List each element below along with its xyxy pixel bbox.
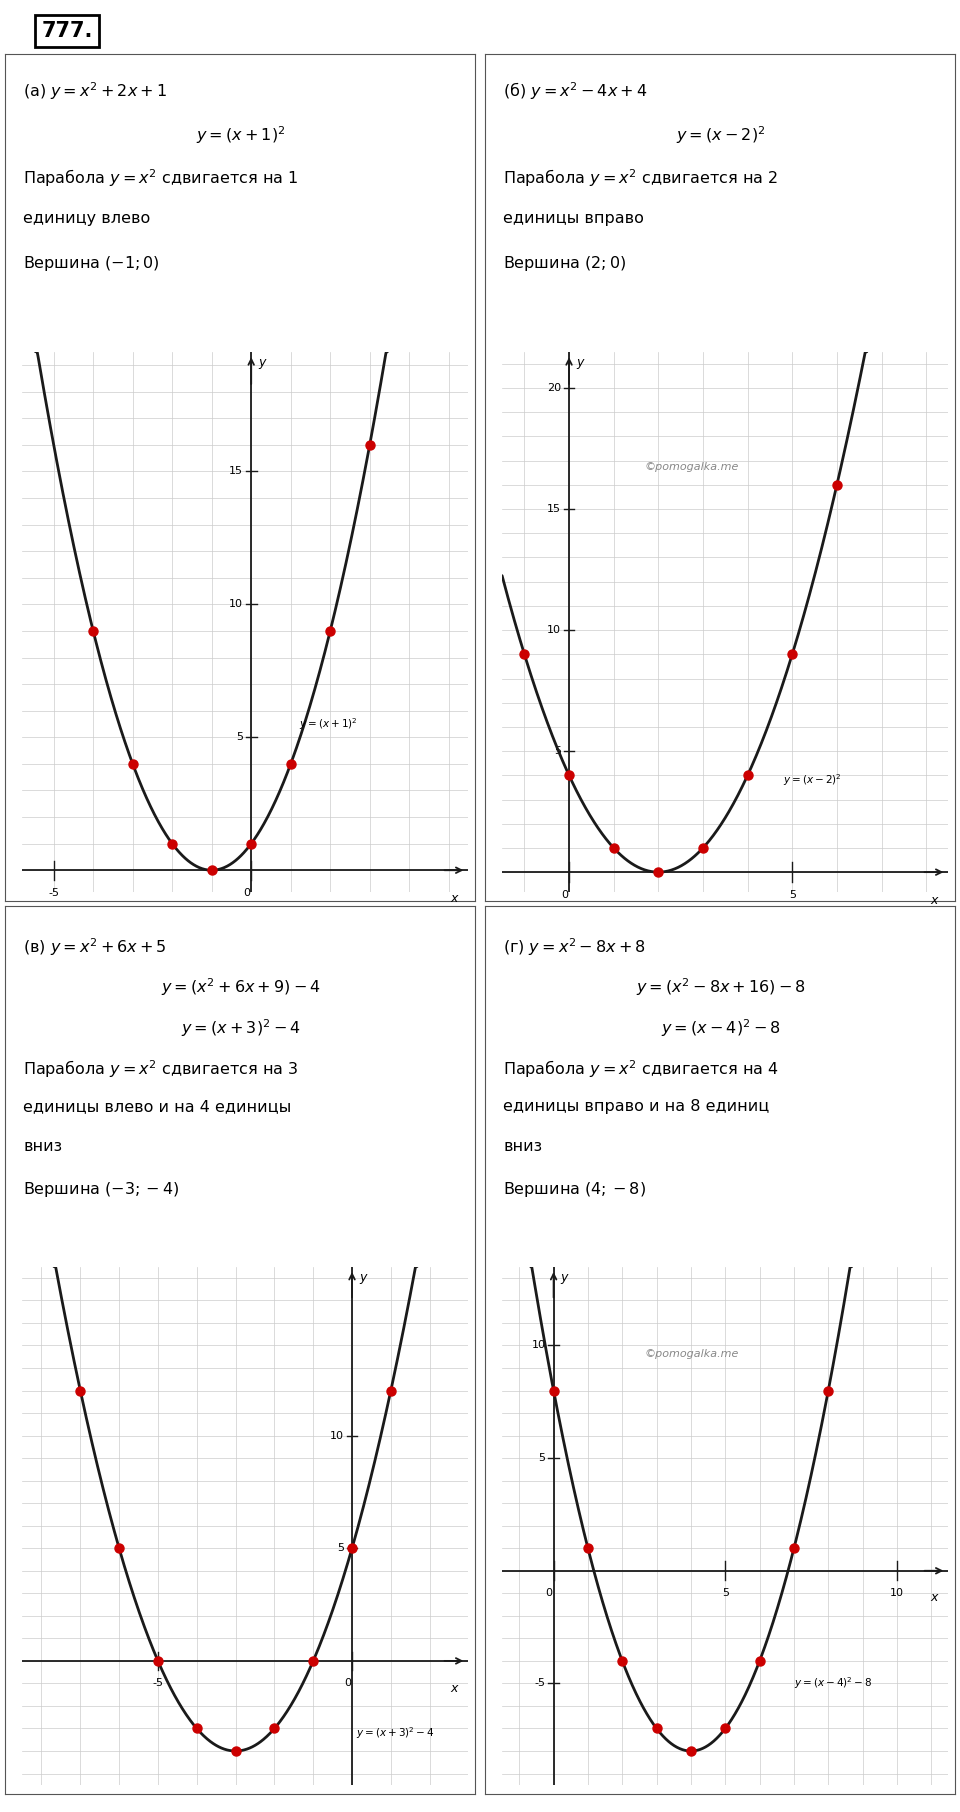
Text: $y = (x^2 - 8x + 16) - 8$: $y = (x^2 - 8x + 16) - 8$ <box>636 977 805 998</box>
Text: (г) $y = x^2 - 8x + 8$: (г) $y = x^2 - 8x + 8$ <box>503 935 646 957</box>
Text: $y = (x + 1)^2$: $y = (x + 1)^2$ <box>299 716 357 732</box>
Text: 10: 10 <box>229 600 243 609</box>
Text: 0: 0 <box>243 888 251 897</box>
Text: Вершина $(-1; 0)$: Вершина $(-1; 0)$ <box>23 254 160 274</box>
Text: 10: 10 <box>330 1431 344 1441</box>
Text: $y = (x + 1)^2$: $y = (x + 1)^2$ <box>196 123 286 145</box>
Text: 20: 20 <box>547 382 561 393</box>
Text: единицу влево: единицу влево <box>23 210 151 226</box>
Text: $y = (x - 2)^2$: $y = (x - 2)^2$ <box>783 772 842 788</box>
Text: $x$: $x$ <box>449 892 460 904</box>
Text: ©pomogalka.me: ©pomogalka.me <box>644 462 738 473</box>
Text: 0: 0 <box>561 890 568 899</box>
Text: $y = (x + 3)^2 - 4$: $y = (x + 3)^2 - 4$ <box>356 1725 435 1741</box>
Text: $y = (x - 4)^2 - 8$: $y = (x - 4)^2 - 8$ <box>661 1017 780 1038</box>
Text: 15: 15 <box>229 466 243 477</box>
Text: -5: -5 <box>153 1678 163 1687</box>
Text: ©pomogalka.me: ©pomogalka.me <box>644 1348 738 1359</box>
Text: $y = (x + 3)^2 - 4$: $y = (x + 3)^2 - 4$ <box>181 1017 300 1038</box>
Text: единицы вправо: единицы вправо <box>503 210 644 226</box>
Text: вниз: вниз <box>23 1140 62 1154</box>
Text: 10: 10 <box>532 1341 545 1350</box>
Text: (б) $y = x^2 - 4x + 4$: (б) $y = x^2 - 4x + 4$ <box>503 80 648 101</box>
Text: единицы вправо и на 8 единиц: единицы вправо и на 8 единиц <box>503 1098 770 1114</box>
Text: 777.: 777. <box>41 20 93 42</box>
Text: Вершина $(2; 0)$: Вершина $(2; 0)$ <box>503 254 627 274</box>
Text: $y$: $y$ <box>561 1272 570 1287</box>
Text: вниз: вниз <box>503 1140 542 1154</box>
Text: единицы влево и на 4 единицы: единицы влево и на 4 единицы <box>23 1098 292 1114</box>
Text: 5: 5 <box>337 1544 344 1553</box>
Text: $x$: $x$ <box>929 1591 940 1604</box>
Text: 5: 5 <box>539 1453 545 1462</box>
Text: $x$: $x$ <box>449 1682 460 1694</box>
Text: Парабола $y = x^2$ сдвигается на 1: Парабола $y = x^2$ сдвигается на 1 <box>23 167 299 188</box>
Text: $y$: $y$ <box>359 1272 369 1287</box>
Text: 10: 10 <box>890 1587 904 1598</box>
Text: $y$: $y$ <box>576 357 586 371</box>
Text: $y$: $y$ <box>258 357 268 371</box>
Text: $y = (x - 2)^2$: $y = (x - 2)^2$ <box>676 123 766 145</box>
Text: (в) $y = x^2 + 6x + 5$: (в) $y = x^2 + 6x + 5$ <box>23 935 167 957</box>
Text: $y = (x^2 + 6x + 9) - 4$: $y = (x^2 + 6x + 9) - 4$ <box>161 977 321 998</box>
Text: 5: 5 <box>554 747 561 756</box>
Text: $y = (x - 4)^2 - 8$: $y = (x - 4)^2 - 8$ <box>794 1676 873 1691</box>
Text: Парабола $y = x^2$ сдвигается на 2: Парабола $y = x^2$ сдвигается на 2 <box>503 167 779 188</box>
Text: -5: -5 <box>535 1678 545 1689</box>
Text: 0: 0 <box>344 1678 351 1687</box>
Text: -5: -5 <box>48 888 60 897</box>
Text: (а) $y = x^2 + 2x + 1$: (а) $y = x^2 + 2x + 1$ <box>23 80 167 101</box>
Text: 15: 15 <box>547 504 561 515</box>
Text: Парабола $y = x^2$ сдвигается на 3: Парабола $y = x^2$ сдвигается на 3 <box>23 1058 299 1080</box>
Text: 5: 5 <box>789 890 796 899</box>
Text: Вершина $(4; -8)$: Вершина $(4; -8)$ <box>503 1180 646 1200</box>
Text: Парабола $y = x^2$ сдвигается на 4: Парабола $y = x^2$ сдвигается на 4 <box>503 1058 780 1080</box>
Text: 0: 0 <box>545 1587 553 1598</box>
Text: $x$: $x$ <box>929 893 940 906</box>
Text: Вершина $(-3; -4)$: Вершина $(-3; -4)$ <box>23 1180 180 1200</box>
Text: 10: 10 <box>547 625 561 634</box>
Text: 5: 5 <box>722 1587 729 1598</box>
Text: 5: 5 <box>236 732 243 743</box>
